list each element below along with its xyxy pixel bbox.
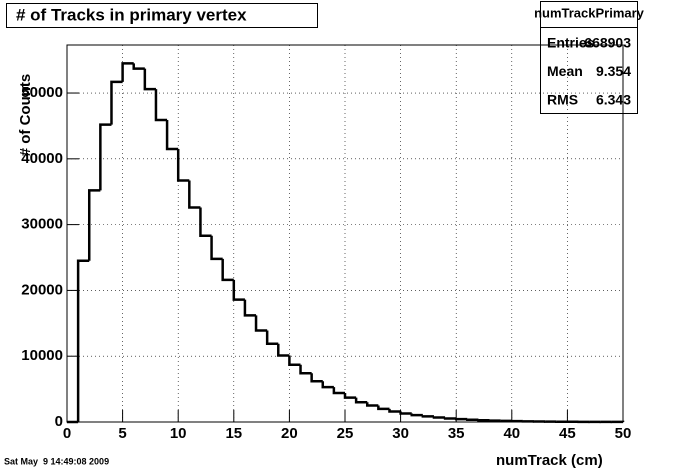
histogram-bin [410,413,423,417]
histogram-bin [332,387,345,395]
histogram-bin [99,123,112,191]
x-tick-label: 5 [118,425,126,442]
x-tick-label: 30 [392,425,409,442]
histogram-bin [310,373,323,383]
histogram-bin [188,180,201,209]
histogram-bin [277,343,290,357]
stats-title: numTrackPrimary [534,5,645,20]
histogram-bin [165,120,179,151]
stats-label: Mean [547,63,583,79]
timestamp: Sat May 9 14:49:08 2009 [4,456,109,466]
y-tick-label: 50000 [21,84,63,101]
histogram-bin [466,418,479,422]
histogram-bin [154,89,168,122]
stats-frame [540,1,638,114]
histogram-bin [454,417,468,421]
histogram-bin [232,279,245,301]
histogram-bin [121,62,134,82]
histogram-bin [343,393,357,399]
title-box [6,3,318,28]
histogram-bin [299,364,312,375]
y-tick-label: 0 [55,413,63,430]
histogram-bin [265,330,279,345]
histogram-bin [288,355,301,367]
x-tick-label: 10 [170,425,187,442]
x-tick-label: 25 [337,425,354,442]
stats-value: 668903 [584,35,631,51]
stats-label: Entries [547,35,595,51]
histogram-bin [377,405,390,411]
histogram-bin [388,408,401,413]
histogram-bin [321,381,334,389]
stats-label: RMS [547,92,578,108]
x-tick-label: 20 [281,425,298,442]
histogram-bin [421,415,434,418]
histogram-bin [76,259,90,422]
histogram-bin [354,397,368,404]
plot-frame [66,44,624,423]
x-tick-label: 45 [559,425,576,442]
histogram-bin [221,258,234,282]
stats-value: 9.354 [596,63,631,79]
x-axis-label: numTrack (cm) [496,452,603,469]
histogram-bin [443,417,457,420]
chart-title: # of Tracks in primary vertex [16,5,247,24]
histogram-bin [132,63,145,70]
y-tick-label: 20000 [21,281,63,298]
histogram-bin [87,189,101,261]
stats-value: 6.343 [596,92,631,108]
y-tick-label: 10000 [21,347,63,364]
x-tick-label: 50 [615,425,632,442]
histogram-bin [432,416,446,419]
x-tick-label: 0 [63,425,71,442]
y-axis-label: # of Counts [17,74,34,157]
x-tick-label: 15 [225,425,242,442]
histogram-bin [110,80,123,125]
histogram-bin [199,207,212,238]
x-tick-label: 35 [448,425,465,442]
y-tick-label: 30000 [21,216,63,233]
x-tick-label: 40 [503,425,520,442]
histogram-bin [365,402,379,407]
histogram-bin [143,68,156,91]
histogram-bin [243,299,257,317]
y-tick-label: 40000 [21,150,63,167]
histogram-bin [210,235,223,261]
histogram-bin [254,315,268,332]
histogram-bin [176,148,190,182]
histogram-bin [399,411,412,415]
